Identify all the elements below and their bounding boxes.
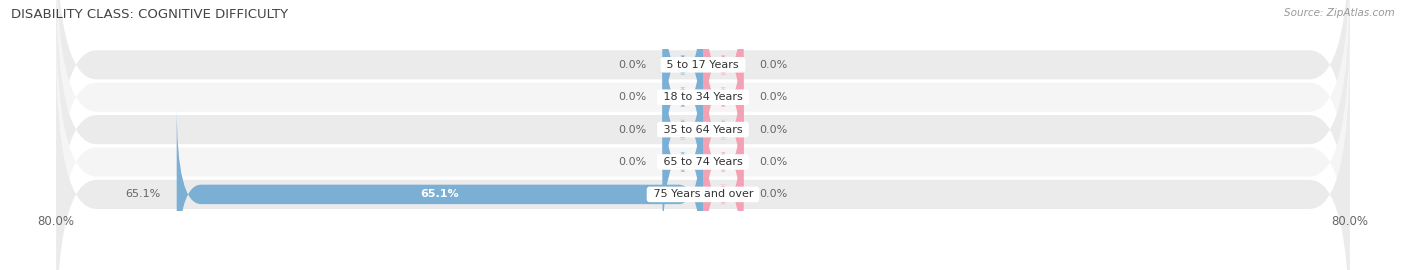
Text: DISABILITY CLASS: COGNITIVE DIFFICULTY: DISABILITY CLASS: COGNITIVE DIFFICULTY (11, 8, 288, 21)
Text: 0.0%: 0.0% (759, 92, 787, 102)
FancyBboxPatch shape (56, 0, 1350, 270)
Text: 18 to 34 Years: 18 to 34 Years (659, 92, 747, 102)
FancyBboxPatch shape (662, 75, 703, 249)
FancyBboxPatch shape (56, 15, 1350, 270)
Text: 0.0%: 0.0% (619, 157, 647, 167)
FancyBboxPatch shape (662, 10, 703, 185)
FancyBboxPatch shape (703, 42, 744, 217)
Text: 0.0%: 0.0% (759, 157, 787, 167)
Text: 0.0%: 0.0% (759, 60, 787, 70)
FancyBboxPatch shape (662, 42, 703, 217)
Text: 0.0%: 0.0% (759, 189, 787, 200)
Text: 0.0%: 0.0% (619, 60, 647, 70)
Text: Source: ZipAtlas.com: Source: ZipAtlas.com (1284, 8, 1395, 18)
FancyBboxPatch shape (662, 0, 703, 152)
FancyBboxPatch shape (177, 107, 703, 270)
Text: 65 to 74 Years: 65 to 74 Years (659, 157, 747, 167)
Text: 0.0%: 0.0% (619, 92, 647, 102)
FancyBboxPatch shape (703, 75, 744, 249)
Text: 75 Years and over: 75 Years and over (650, 189, 756, 200)
FancyBboxPatch shape (703, 10, 744, 185)
Text: 65.1%: 65.1% (420, 189, 460, 200)
FancyBboxPatch shape (56, 0, 1350, 212)
FancyBboxPatch shape (56, 47, 1350, 270)
Text: 0.0%: 0.0% (619, 124, 647, 135)
Text: 35 to 64 Years: 35 to 64 Years (659, 124, 747, 135)
Text: 0.0%: 0.0% (759, 124, 787, 135)
FancyBboxPatch shape (703, 107, 744, 270)
Text: 5 to 17 Years: 5 to 17 Years (664, 60, 742, 70)
FancyBboxPatch shape (56, 0, 1350, 245)
Text: 65.1%: 65.1% (125, 189, 160, 200)
FancyBboxPatch shape (703, 0, 744, 152)
